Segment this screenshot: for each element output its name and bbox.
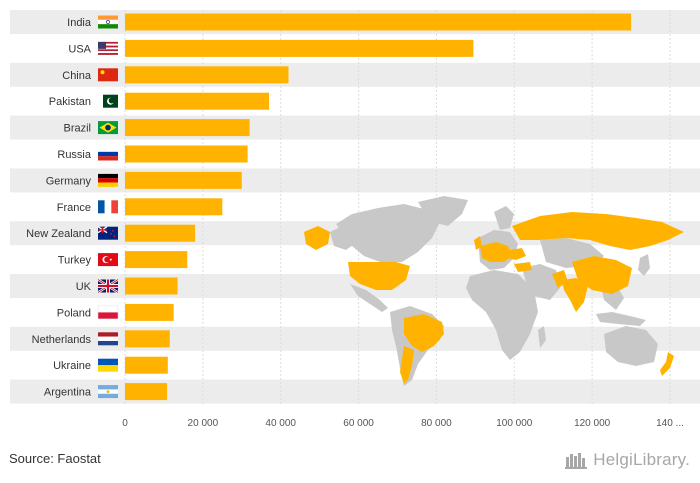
- bar: [125, 383, 168, 401]
- logo-text: HelgiLibrary.: [593, 450, 690, 469]
- world-map: [304, 196, 684, 386]
- category-label: France: [57, 202, 91, 214]
- map-russia-highlight: [512, 212, 684, 250]
- bar: [125, 39, 474, 57]
- bar: [125, 224, 196, 242]
- x-tick-label: 120 000: [574, 418, 611, 429]
- category-label: Russia: [57, 149, 92, 161]
- map-alaska-highlight: [304, 226, 330, 250]
- map-mexico: [350, 284, 388, 312]
- bar: [125, 277, 178, 295]
- bar: [125, 303, 174, 321]
- category-label: China: [62, 70, 92, 82]
- bar: [125, 198, 223, 216]
- x-tick-label: 100 000: [496, 418, 533, 429]
- map-madagascar: [538, 326, 546, 348]
- category-label: Germany: [46, 175, 92, 187]
- flag-turkey-icon: [98, 253, 118, 267]
- flag-uk-icon: [97, 278, 119, 294]
- flag-new-zealand-icon: [97, 226, 118, 240]
- bar: [125, 92, 270, 110]
- flag-ukraine-icon: [98, 358, 118, 372]
- x-tick-label: 0: [122, 418, 128, 429]
- flag-france-icon: [98, 200, 118, 214]
- category-label: Pakistan: [49, 96, 91, 108]
- bar: [125, 66, 289, 84]
- map-australia: [604, 326, 658, 366]
- map-india-highlight: [562, 278, 588, 312]
- map-scandinavia: [494, 206, 514, 230]
- map-pakistan-highlight: [552, 270, 568, 288]
- x-tick-label: 60 000: [343, 418, 374, 429]
- bar: [125, 119, 250, 137]
- flag-germany-icon: [98, 173, 118, 187]
- category-label: Poland: [57, 307, 91, 319]
- bar: [125, 145, 248, 163]
- category-label: UK: [76, 281, 92, 293]
- flag-russia-icon: [98, 147, 118, 161]
- flag-brazil-icon: [98, 121, 118, 135]
- map-usa-highlight: [348, 262, 410, 290]
- library-books-icon: [565, 453, 588, 469]
- map-indonesia: [596, 312, 646, 326]
- bar: [125, 171, 242, 189]
- map-argentina-highlight: [400, 346, 414, 384]
- category-label: Ukraine: [53, 360, 91, 372]
- map-canada: [336, 204, 440, 262]
- category-label: New Zealand: [26, 228, 91, 240]
- bar-chart: India USA China Pakistan Brazil Russia Germany…: [10, 10, 700, 429]
- map-japan: [638, 254, 650, 276]
- helgilibrary-logo: HelgiLibrary.: [565, 449, 690, 471]
- category-label: USA: [68, 43, 91, 55]
- category-label: Argentina: [44, 387, 92, 399]
- flag-china-icon: [98, 68, 118, 82]
- x-tick-label: 140 ...: [656, 418, 684, 429]
- map-europe-highlight: [480, 242, 512, 262]
- map-china-highlight: [572, 256, 632, 294]
- map-new-zealand-highlight: [660, 352, 674, 376]
- map-turkey-highlight: [514, 262, 532, 272]
- map-middle-east: [522, 264, 560, 300]
- map-uk-highlight: [474, 236, 482, 250]
- flag-argentina-icon: [98, 385, 118, 399]
- flag-pakistan-icon: [98, 94, 118, 108]
- bar: [125, 251, 188, 269]
- map-brazil-highlight: [404, 314, 444, 352]
- map-africa: [466, 270, 538, 360]
- category-label: Turkey: [58, 255, 92, 267]
- flag-poland-icon: [97, 305, 119, 320]
- bar: [125, 330, 170, 348]
- x-tick-label: 20 000: [188, 418, 219, 429]
- flag-netherlands-icon: [98, 332, 118, 346]
- flag-usa-icon: [98, 41, 118, 55]
- x-tick-label: 80 000: [421, 418, 452, 429]
- source-note: Source: Faostat: [9, 451, 101, 466]
- bar: [125, 356, 168, 374]
- map-greenland: [418, 196, 468, 226]
- category-label: Brazil: [63, 123, 91, 135]
- map-ukraine-highlight: [508, 248, 526, 260]
- flag-india-icon: [98, 15, 118, 29]
- bar: [125, 13, 632, 31]
- x-tick-label: 40 000: [265, 418, 296, 429]
- category-label: India: [67, 17, 92, 29]
- category-label: Netherlands: [32, 334, 92, 346]
